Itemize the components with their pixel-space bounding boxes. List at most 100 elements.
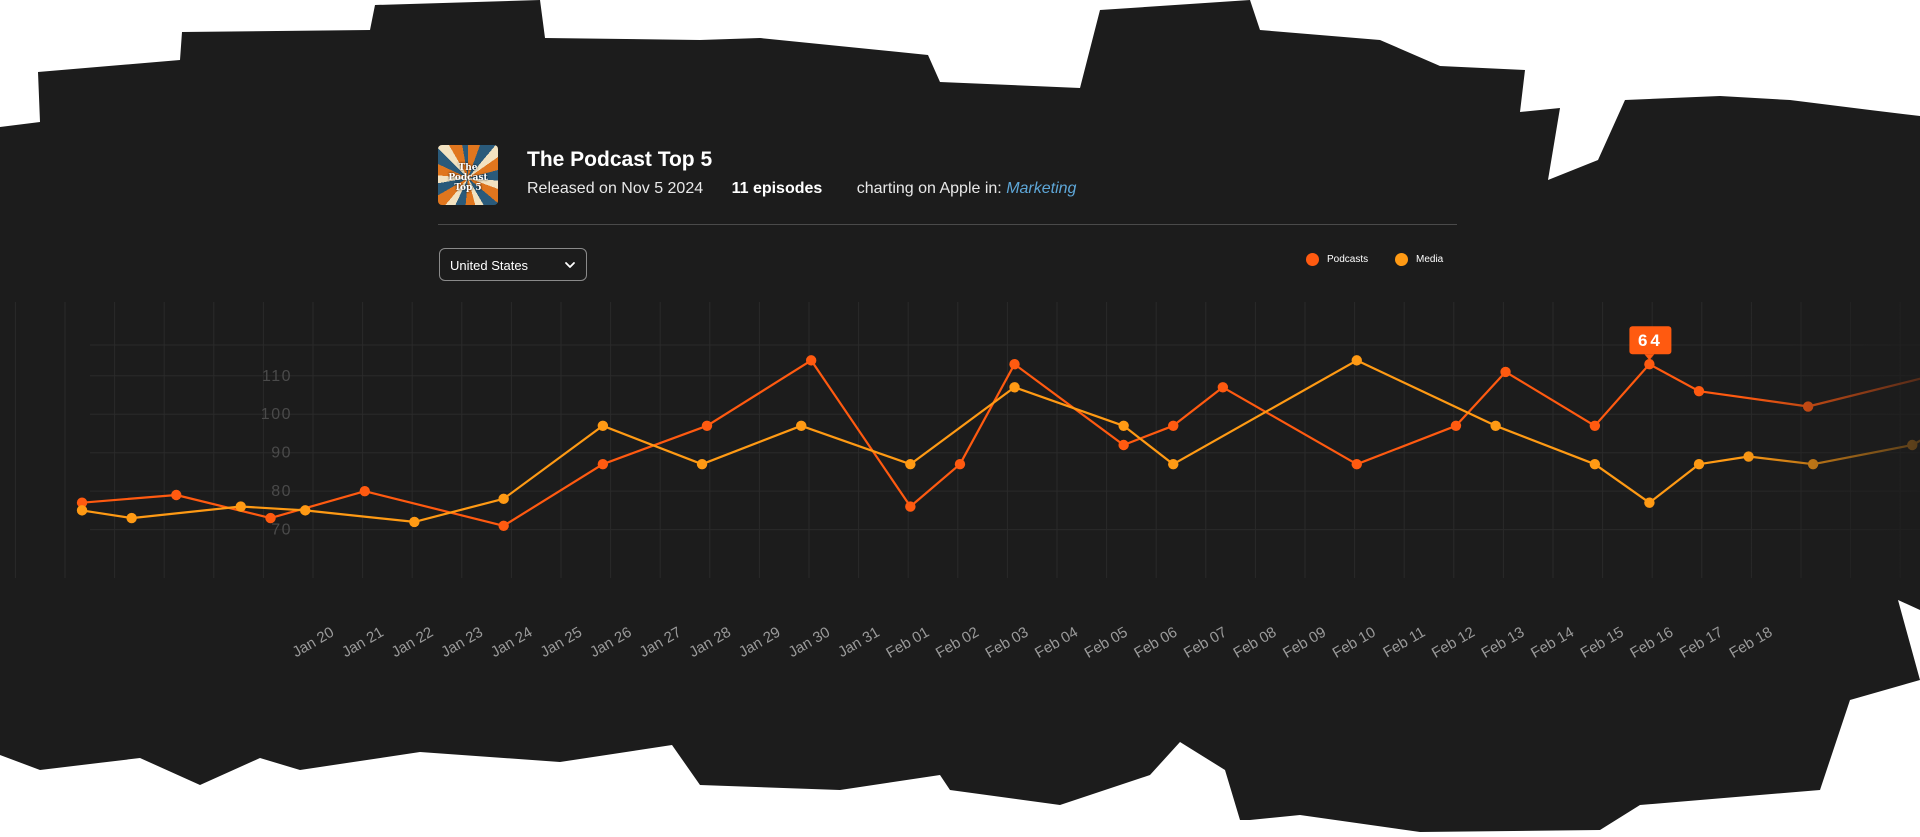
data-point-podcasts (701, 420, 713, 431)
x-tick-label: Jan 20 (289, 624, 337, 661)
x-tick-label: Jan 27 (637, 624, 685, 661)
x-tick-label: Feb 18 (1726, 624, 1775, 662)
data-point-podcasts (171, 489, 182, 501)
legend-swatch-podcasts (1306, 253, 1319, 266)
data-point-podcasts (905, 501, 916, 512)
x-tick-label: Feb 06 (1131, 624, 1180, 662)
data-point-podcasts (1351, 459, 1362, 470)
charting-label: charting on Apple in: (856, 180, 1002, 197)
data-point-podcasts (76, 497, 88, 508)
data-point-podcasts (1118, 439, 1129, 451)
x-tick-label: Feb 16 (1627, 624, 1676, 662)
legend-label-podcasts: Podcasts (1327, 254, 1369, 266)
data-point-media (597, 420, 609, 431)
data-point-podcasts (1500, 366, 1511, 378)
legend-label-media: Media (1416, 254, 1444, 266)
legend-swatch-media (1395, 253, 1408, 266)
x-tick-label: Feb 14 (1528, 624, 1577, 662)
category-link[interactable]: Marketing (1006, 180, 1077, 197)
legend-item-podcasts[interactable]: Podcasts (1306, 253, 1368, 266)
data-point-podcasts (498, 520, 509, 531)
data-point-media (1644, 497, 1655, 508)
data-point-podcasts (1450, 420, 1462, 431)
data-point-podcasts (597, 459, 609, 470)
data-point-media (76, 505, 88, 516)
header-divider (438, 224, 1457, 225)
y-axis: 110 100 90 80 70 (261, 368, 292, 539)
series-line-media (81, 359, 1920, 523)
legend-item-media[interactable]: Media (1395, 253, 1443, 266)
x-tick-label: Feb 11 (1380, 624, 1428, 662)
series-line-podcasts (81, 359, 1920, 527)
x-tick-label: Jan 22 (389, 624, 437, 661)
x-tick-label: Feb 02 (933, 624, 982, 662)
annotation-pointer (1644, 354, 1655, 361)
podcast-header: The Podcast Top 5 The Podcast Top 5 Rele… (438, 143, 1458, 225)
data-point-podcasts (954, 459, 966, 470)
y-tick-label: 100 (261, 406, 292, 423)
data-point-media (1693, 459, 1705, 470)
annotation-badge (1629, 326, 1672, 355)
country-select[interactable]: United States (439, 248, 587, 281)
x-tick-label: Jan 30 (785, 624, 833, 661)
x-tick-label: Feb 04 (1032, 624, 1081, 662)
data-point-podcasts (805, 355, 817, 366)
data-point-podcasts (1168, 420, 1179, 431)
data-point-media (905, 459, 916, 470)
x-tick-label: Jan 29 (736, 624, 784, 661)
data-point-podcasts (1693, 385, 1705, 397)
data-point-podcasts (1217, 382, 1229, 393)
data-point-media (1589, 459, 1601, 470)
y-tick-label: 80 (271, 483, 292, 500)
cover-title: The Podcast Top 5 (448, 163, 488, 193)
data-point-media (796, 420, 807, 431)
x-tick-label: Feb 05 (1082, 624, 1131, 662)
annotation-label: 64 (1638, 331, 1663, 350)
podcast-meta: Released on Nov 5 2024 11 episodes chart… (527, 180, 1076, 198)
x-tick-label: Jan 26 (587, 624, 635, 661)
x-tick-label: Feb 15 (1578, 624, 1627, 662)
data-point-media (235, 501, 246, 512)
data-point-media (696, 459, 708, 470)
right-fade-overlay (1740, 290, 1920, 590)
data-point-media (1009, 382, 1020, 393)
data-point-podcasts (1644, 359, 1655, 370)
data-point-media (498, 493, 509, 505)
x-tick-label: Jan 25 (537, 624, 585, 661)
country-select-value: United States (450, 258, 529, 273)
data-point-media (1490, 420, 1501, 431)
x-tick-label: Feb 13 (1478, 624, 1527, 662)
x-tick-label: Jan 24 (488, 624, 536, 661)
data-point-media (409, 516, 420, 528)
data-point-media (126, 512, 137, 524)
x-tick-label: Feb 10 (1330, 624, 1379, 662)
data-point-podcasts (359, 485, 370, 497)
x-tick-label: Feb 03 (982, 624, 1031, 662)
chevron-down-icon (565, 262, 575, 268)
value-annotation: 64 (1629, 326, 1672, 361)
x-tick-label: Feb 08 (1230, 624, 1279, 662)
x-tick-label: Jan 23 (438, 624, 486, 661)
data-point-media (1118, 420, 1129, 431)
release-date: Released on Nov 5 2024 (527, 180, 704, 197)
y-tick-label: 110 (262, 368, 292, 385)
series-points (76, 355, 1918, 531)
x-tick-label: Feb 17 (1677, 624, 1726, 662)
data-point-media (1168, 459, 1179, 470)
x-axis: Jan 20 Jan 21 Jan 22 Jan 23 Jan 24 Jan 25 Jan … (289, 624, 1775, 662)
x-tick-label: Feb 01 (883, 624, 932, 662)
x-tick-label: Feb 07 (1181, 624, 1230, 662)
x-tick-label: Jan 21 (339, 624, 387, 661)
y-tick-label: 90 (271, 445, 292, 462)
data-point-podcasts (265, 512, 276, 524)
x-tick-label: Jan 28 (686, 624, 734, 661)
x-tick-label: Feb 12 (1429, 624, 1478, 662)
x-tick-label: Feb 09 (1280, 624, 1329, 662)
series-lines (81, 359, 1920, 527)
data-point-media (1351, 355, 1362, 366)
data-point-media (300, 505, 311, 516)
podcast-title: The Podcast Top 5 (527, 148, 713, 171)
